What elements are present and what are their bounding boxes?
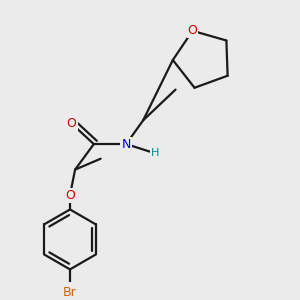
Text: O: O	[67, 117, 76, 130]
Text: O: O	[65, 189, 75, 202]
Text: H: H	[151, 148, 159, 158]
Text: O: O	[188, 24, 197, 37]
Text: Br: Br	[63, 286, 77, 299]
Text: N: N	[122, 138, 131, 151]
